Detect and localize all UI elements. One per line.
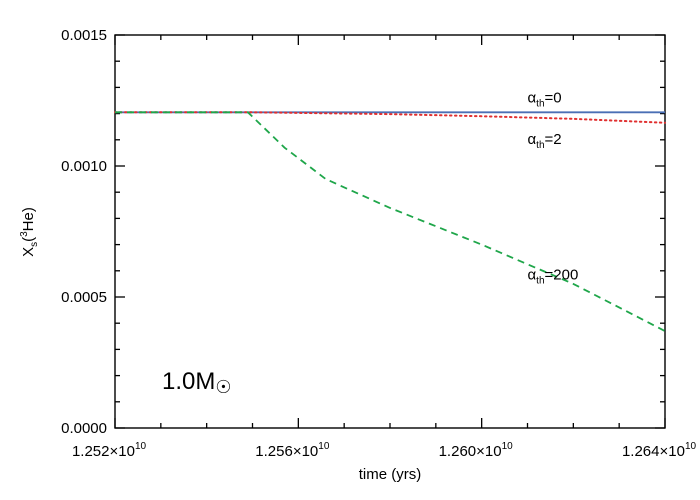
mass-value: 1.0M	[162, 368, 215, 395]
y-axis-sub: s	[29, 242, 40, 247]
y-axis-open: (	[20, 237, 37, 242]
y-tick-label: 0.0015	[61, 27, 107, 44]
y-axis-close: )	[20, 207, 37, 212]
series-labels: αth=0 αth=2 αth=200	[528, 89, 579, 286]
x-axis-title: time (yrs)	[359, 466, 422, 483]
y-tick-label: 0.0005	[61, 289, 107, 306]
x-tick-label: 1.252×1010	[72, 441, 147, 460]
x-tick-labels: 1.252×1010 1.256×1010 1.260×1010 1.264×1010	[72, 441, 697, 460]
x-tick-label: 1.256×1010	[255, 441, 330, 460]
y-tick-label: 0.0000	[61, 420, 107, 437]
x-tick-label: 1.260×1010	[439, 441, 514, 460]
y-axis-title: Xs(3He)	[19, 207, 40, 257]
series-label-2: αth=200	[528, 267, 579, 287]
y-tick-label: 0.0010	[61, 158, 107, 175]
sun-symbol: ☉	[215, 377, 231, 397]
series-line-1	[114, 111, 666, 124]
y-tick-labels: 0.0000 0.0005 0.0010 0.0015	[61, 27, 107, 437]
y-axis-sup: 3	[19, 231, 30, 237]
series-line-2	[115, 111, 666, 332]
axis-ticks	[114, 34, 666, 429]
series-lines	[114, 111, 666, 332]
y-axis-main: X	[20, 247, 37, 257]
y-axis-element: He	[20, 212, 37, 231]
x-tick-label: 1.264×1010	[622, 441, 697, 460]
series-label-0: αth=0	[528, 89, 562, 109]
series-label-1: αth=2	[528, 131, 562, 151]
mass-annotation: 1.0M☉	[162, 368, 232, 397]
